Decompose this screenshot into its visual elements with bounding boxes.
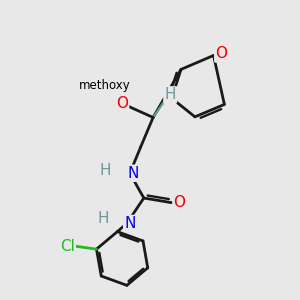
Text: O: O [215,46,227,62]
Text: N: N [127,166,139,181]
Text: N: N [124,216,136,231]
Text: H: H [99,163,111,178]
Text: Cl: Cl [60,238,75,253]
Text: H: H [98,211,109,226]
Text: O: O [173,195,185,210]
Text: H: H [164,87,176,102]
Text: methoxy: methoxy [79,79,131,92]
Text: O: O [116,96,128,111]
